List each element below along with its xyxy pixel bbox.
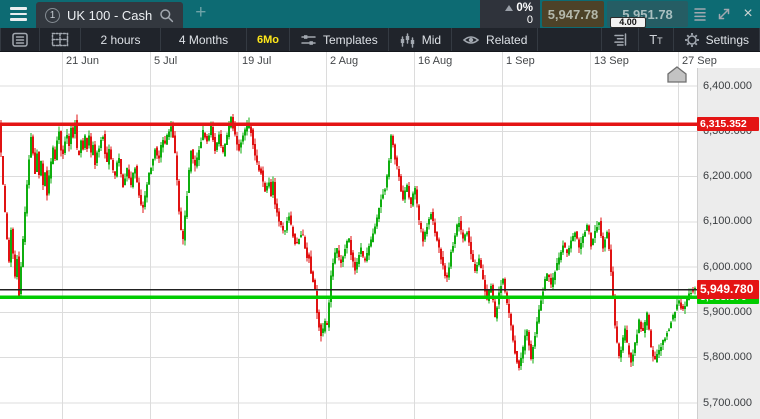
templates-button[interactable]: Templates [290, 28, 389, 51]
range-dropdown[interactable]: 4 Months [161, 28, 247, 51]
sell-button[interactable]: 5,947.78 [542, 1, 604, 27]
x-axis-label: 27 Sep [682, 55, 717, 67]
toolbar-spacer [538, 28, 603, 51]
y-axis-label: 5,700.000 [703, 396, 752, 409]
main-menu-icon[interactable] [0, 0, 36, 28]
timeframe-dropdown[interactable]: 2 hours [81, 28, 161, 51]
chart-canvas[interactable] [0, 52, 760, 419]
candles-icon [400, 32, 414, 48]
align-right-icon [614, 33, 627, 46]
expand-window-icon[interactable] [712, 0, 736, 28]
current-price-tag: 5,949.780 [697, 280, 759, 300]
x-axis-label: 19 Jul [242, 55, 272, 67]
chart-area: 21 Jun 5 Jul 19 Jul 2 Aug 16 Aug 1 Sep 13 Sep 2… [0, 52, 760, 419]
y-axis-label: 6,000.000 [703, 260, 752, 273]
range-badge-6mo[interactable]: 6Mo [247, 28, 290, 51]
eye-icon [462, 35, 480, 44]
order-panel-button[interactable] [602, 28, 640, 51]
layout-grid-button[interactable] [40, 28, 81, 51]
chart-toolbar: 2 hours 4 Months 6Mo Templates Mid Relat… [0, 28, 760, 52]
change-percent: 0% [505, 2, 533, 14]
close-window-icon[interactable]: × [743, 5, 753, 22]
change-points: 0 [526, 14, 533, 26]
up-triangle-icon [505, 5, 514, 11]
gear-icon [684, 32, 699, 47]
resistance-price-tag: 6,315.352 [697, 117, 759, 132]
templates-label: Templates [323, 32, 378, 47]
x-axis-label: 13 Sep [594, 55, 629, 67]
settings-label: Settings [705, 32, 749, 47]
topbar-spacer [218, 0, 480, 28]
top-bar: 1 UK 100 - Cash + 0% 0 5,947.78 5,951.78… [0, 0, 760, 28]
scroll-to-latest-marker[interactable] [666, 66, 690, 86]
x-axis-label: 1 Sep [506, 55, 535, 67]
instrument-title: UK 100 - Cash [67, 7, 153, 23]
tab-number-badge: 1 [45, 7, 60, 23]
x-axis-label: 5 Jul [154, 55, 178, 67]
change-indicator: 0% 0 [480, 0, 540, 28]
spread-badge: 4.00 [610, 17, 646, 28]
x-axis-label: 2 Aug [330, 55, 359, 67]
watchlist-icon[interactable] [688, 0, 712, 28]
text-tool-button[interactable]: TT [639, 28, 674, 51]
instrument-tab[interactable]: 1 UK 100 - Cash [36, 2, 184, 28]
price-type-label: Mid [421, 32, 442, 47]
y-axis-label: 5,800.000 [703, 351, 752, 364]
y-axis-label: 6,200.000 [703, 170, 752, 183]
x-axis-label: 16 Aug [418, 55, 453, 67]
settings-button[interactable]: Settings [674, 28, 760, 51]
sliders-icon [301, 34, 316, 45]
add-tab-button[interactable]: + [195, 2, 207, 23]
search-icon[interactable] [159, 8, 174, 23]
instrument-list-button[interactable] [0, 28, 40, 51]
price-type-button[interactable]: Mid [389, 28, 453, 51]
y-axis-label: 6,100.000 [703, 215, 752, 228]
related-button[interactable]: Related [452, 28, 539, 51]
x-axis-label: 21 Jun [66, 55, 100, 67]
y-axis-label: 6,400.000 [703, 79, 752, 92]
y-axis-label: 5,900.000 [703, 305, 752, 318]
related-label: Related [486, 32, 528, 47]
